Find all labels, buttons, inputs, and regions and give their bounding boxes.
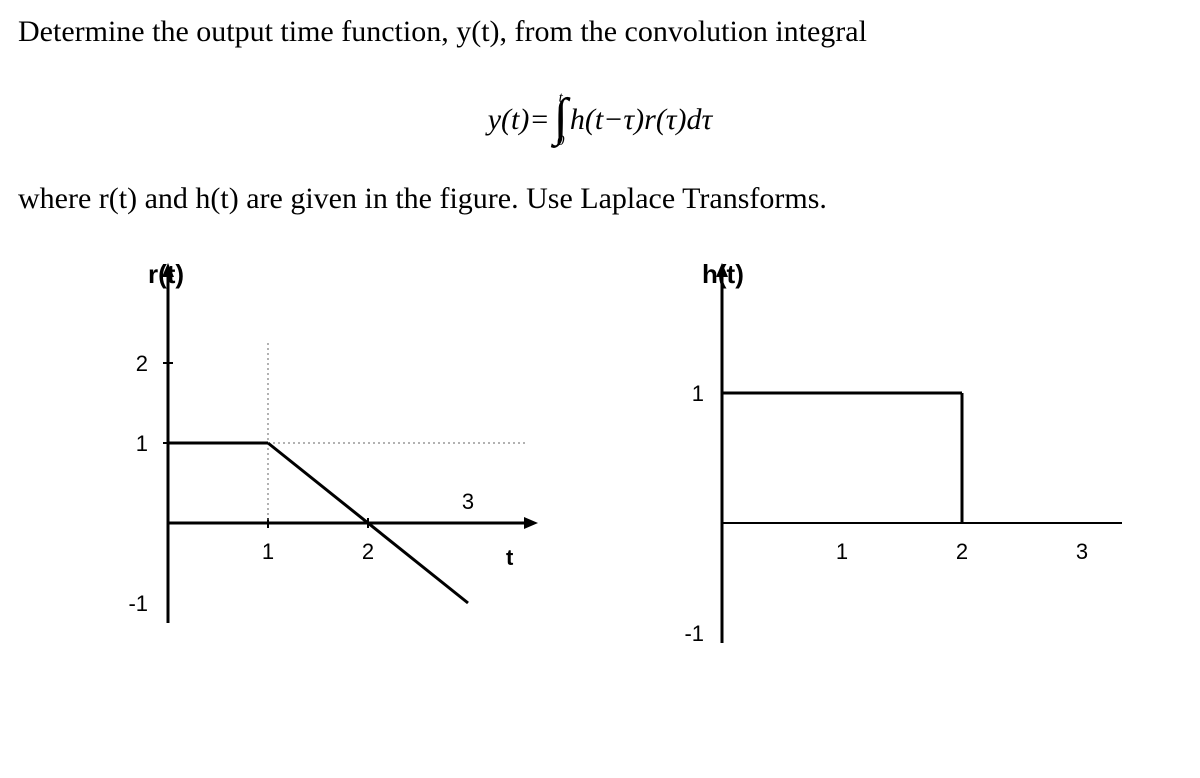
figure-r: 2 1 -1 1 2 3 t: [88, 243, 568, 648]
r-ticks: 2 1 -1 1 2 3 t: [128, 351, 514, 616]
h-xtick-1: 1: [836, 539, 848, 564]
equation-block: y(t)= t ∫ 0 h(t−τ)r(τ)dτ: [18, 91, 1182, 149]
page-container: Determine the output time function, y(t)…: [0, 0, 1200, 660]
integral-lower-limit: 0: [557, 134, 565, 149]
h-xtick-3: 3: [1076, 539, 1088, 564]
equation-lhs: y(t)=: [488, 103, 550, 137]
r-ytick-neg1: -1: [128, 591, 148, 616]
h-signal: [722, 393, 962, 523]
r-xtick-1: 1: [262, 539, 274, 564]
integral-symbol: t ∫ 0: [554, 91, 568, 149]
equation-integrand: h(t−τ)r(τ)dτ: [570, 103, 712, 137]
h-ytick-neg1: -1: [684, 621, 704, 643]
h-ytick-1: 1: [692, 381, 704, 406]
h-axes: [716, 263, 1122, 643]
problem-line2: where r(t) and h(t) are given in the fig…: [18, 179, 1182, 220]
r-ytick-1: 1: [136, 431, 148, 456]
r-x-axis-label: t: [506, 545, 514, 570]
figures-row: 2 1 -1 1 2 3 t: [18, 243, 1182, 648]
r-xtick-2: 2: [362, 539, 374, 564]
r-label: r(t): [148, 259, 184, 289]
h-ticks: 1 -1 1 2 3: [684, 381, 1088, 643]
h-label: h(t): [702, 259, 744, 289]
r-xtick-3: 3: [462, 489, 474, 514]
h-xtick-2: 2: [956, 539, 968, 564]
r-ytick-2: 2: [136, 351, 148, 376]
figure-h: 1 -1 1 2 3 h(t): [662, 243, 1142, 648]
problem-line1: Determine the output time function, y(t)…: [18, 12, 1182, 53]
